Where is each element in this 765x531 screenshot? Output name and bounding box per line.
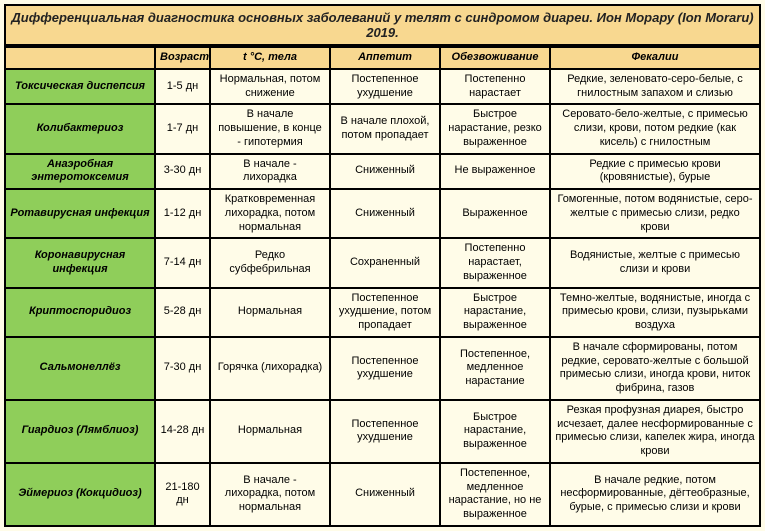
table-row: Колибактериоз1-7 днВ начале повышение, в… — [5, 104, 760, 153]
cell-disease: Криптоспоридиоз — [5, 288, 155, 337]
cell-appetite: В начале плохой, потом пропадает — [330, 104, 440, 153]
cell-age: 7-30 дн — [155, 337, 210, 400]
diagnostic-table: Возраст t °C, тела Аппетит Обезвоживание… — [4, 46, 761, 527]
page-title: Дифференциальная диагностика основных за… — [4, 4, 761, 46]
table-row: Токсическая диспепсия1-5 днНормальная, п… — [5, 69, 760, 105]
cell-temp: Редко субфебрильная — [210, 238, 330, 287]
cell-feces: Резкая профузная диарея, быстро исчезает… — [550, 400, 760, 463]
cell-age: 3-30 дн — [155, 154, 210, 190]
header-appetite: Аппетит — [330, 47, 440, 69]
cell-appetite: Постепенное ухудшение — [330, 400, 440, 463]
table-row: Криптоспоридиоз5-28 днНормальнаяПостепен… — [5, 288, 760, 337]
cell-appetite: Постепенное ухудшение, потом пропадает — [330, 288, 440, 337]
cell-feces: Гомогенные, потом водянистые, серо-желты… — [550, 189, 760, 238]
table-row: Эймериоз (Кокцидиоз)21-180 днВ начале - … — [5, 463, 760, 526]
cell-dehydration: Постепенное, медленное нарастание — [440, 337, 550, 400]
cell-feces: Редкие, зеленовато-серо-белые, с гнилост… — [550, 69, 760, 105]
cell-disease: Колибактериоз — [5, 104, 155, 153]
cell-temp: В начале - лихорадка — [210, 154, 330, 190]
cell-disease: Ротавирусная инфекция — [5, 189, 155, 238]
cell-disease: Гиардиоз (Лямблиоз) — [5, 400, 155, 463]
cell-disease: Эймериоз (Кокцидиоз) — [5, 463, 155, 526]
cell-dehydration: Не выраженное — [440, 154, 550, 190]
cell-disease: Анаэробная энтеротоксемия — [5, 154, 155, 190]
cell-disease: Сальмонеллёз — [5, 337, 155, 400]
cell-temp: Нормальная, потом снижение — [210, 69, 330, 105]
cell-age: 1-5 дн — [155, 69, 210, 105]
cell-feces: В начале сформированы, потом редкие, сер… — [550, 337, 760, 400]
cell-disease: Токсическая диспепсия — [5, 69, 155, 105]
header-feces: Фекалии — [550, 47, 760, 69]
cell-dehydration: Быстрое нарастание, выраженное — [440, 400, 550, 463]
cell-appetite: Постепенное ухудшение — [330, 337, 440, 400]
header-temp: t °C, тела — [210, 47, 330, 69]
header-row: Возраст t °C, тела Аппетит Обезвоживание… — [5, 47, 760, 69]
cell-dehydration: Выраженное — [440, 189, 550, 238]
cell-dehydration: Быстрое нарастание, выраженное — [440, 288, 550, 337]
cell-age: 14-28 дн — [155, 400, 210, 463]
cell-feces: Серовато-бело-желтые, с примесью слизи, … — [550, 104, 760, 153]
header-empty — [5, 47, 155, 69]
header-dehydration: Обезвоживание — [440, 47, 550, 69]
cell-appetite: Постепенное ухудшение — [330, 69, 440, 105]
cell-dehydration: Постепенно нарастает — [440, 69, 550, 105]
cell-temp: Нормальная — [210, 288, 330, 337]
cell-age: 1-12 дн — [155, 189, 210, 238]
table-row: Гиардиоз (Лямблиоз)14-28 днНормальнаяПос… — [5, 400, 760, 463]
table-row: Ротавирусная инфекция1-12 днКратковремен… — [5, 189, 760, 238]
cell-temp: Горячка (лихорадка) — [210, 337, 330, 400]
cell-temp: В начале повышение, в конце - гипотермия — [210, 104, 330, 153]
cell-feces: В начале редкие, потом несформированные,… — [550, 463, 760, 526]
cell-dehydration: Быстрое нарастание, резко выраженное — [440, 104, 550, 153]
cell-dehydration: Постепенно нарастает, выраженное — [440, 238, 550, 287]
cell-feces: Темно-желтые, водянистые, иногда с приме… — [550, 288, 760, 337]
cell-age: 1-7 дн — [155, 104, 210, 153]
cell-temp: В начале - лихорадка, потом нормальная — [210, 463, 330, 526]
cell-age: 5-28 дн — [155, 288, 210, 337]
cell-disease: Коронавирусная инфекция — [5, 238, 155, 287]
header-age: Возраст — [155, 47, 210, 69]
table-row: Коронавирусная инфекция7-14 днРедко субф… — [5, 238, 760, 287]
cell-appetite: Сниженный — [330, 154, 440, 190]
cell-feces: Редкие с примесью крови (кровянистые), б… — [550, 154, 760, 190]
table-row: Сальмонеллёз7-30 днГорячка (лихорадка)По… — [5, 337, 760, 400]
cell-dehydration: Постепенное, медленное нарастание, но не… — [440, 463, 550, 526]
cell-temp: Нормальная — [210, 400, 330, 463]
cell-age: 21-180 дн — [155, 463, 210, 526]
cell-appetite: Сниженный — [330, 463, 440, 526]
cell-feces: Водянистые, желтые с примесью слизи и кр… — [550, 238, 760, 287]
cell-temp: Кратковременная лихорадка, потом нормаль… — [210, 189, 330, 238]
cell-appetite: Сохраненный — [330, 238, 440, 287]
cell-age: 7-14 дн — [155, 238, 210, 287]
table-row: Анаэробная энтеротоксемия3-30 днВ начале… — [5, 154, 760, 190]
cell-appetite: Сниженный — [330, 189, 440, 238]
